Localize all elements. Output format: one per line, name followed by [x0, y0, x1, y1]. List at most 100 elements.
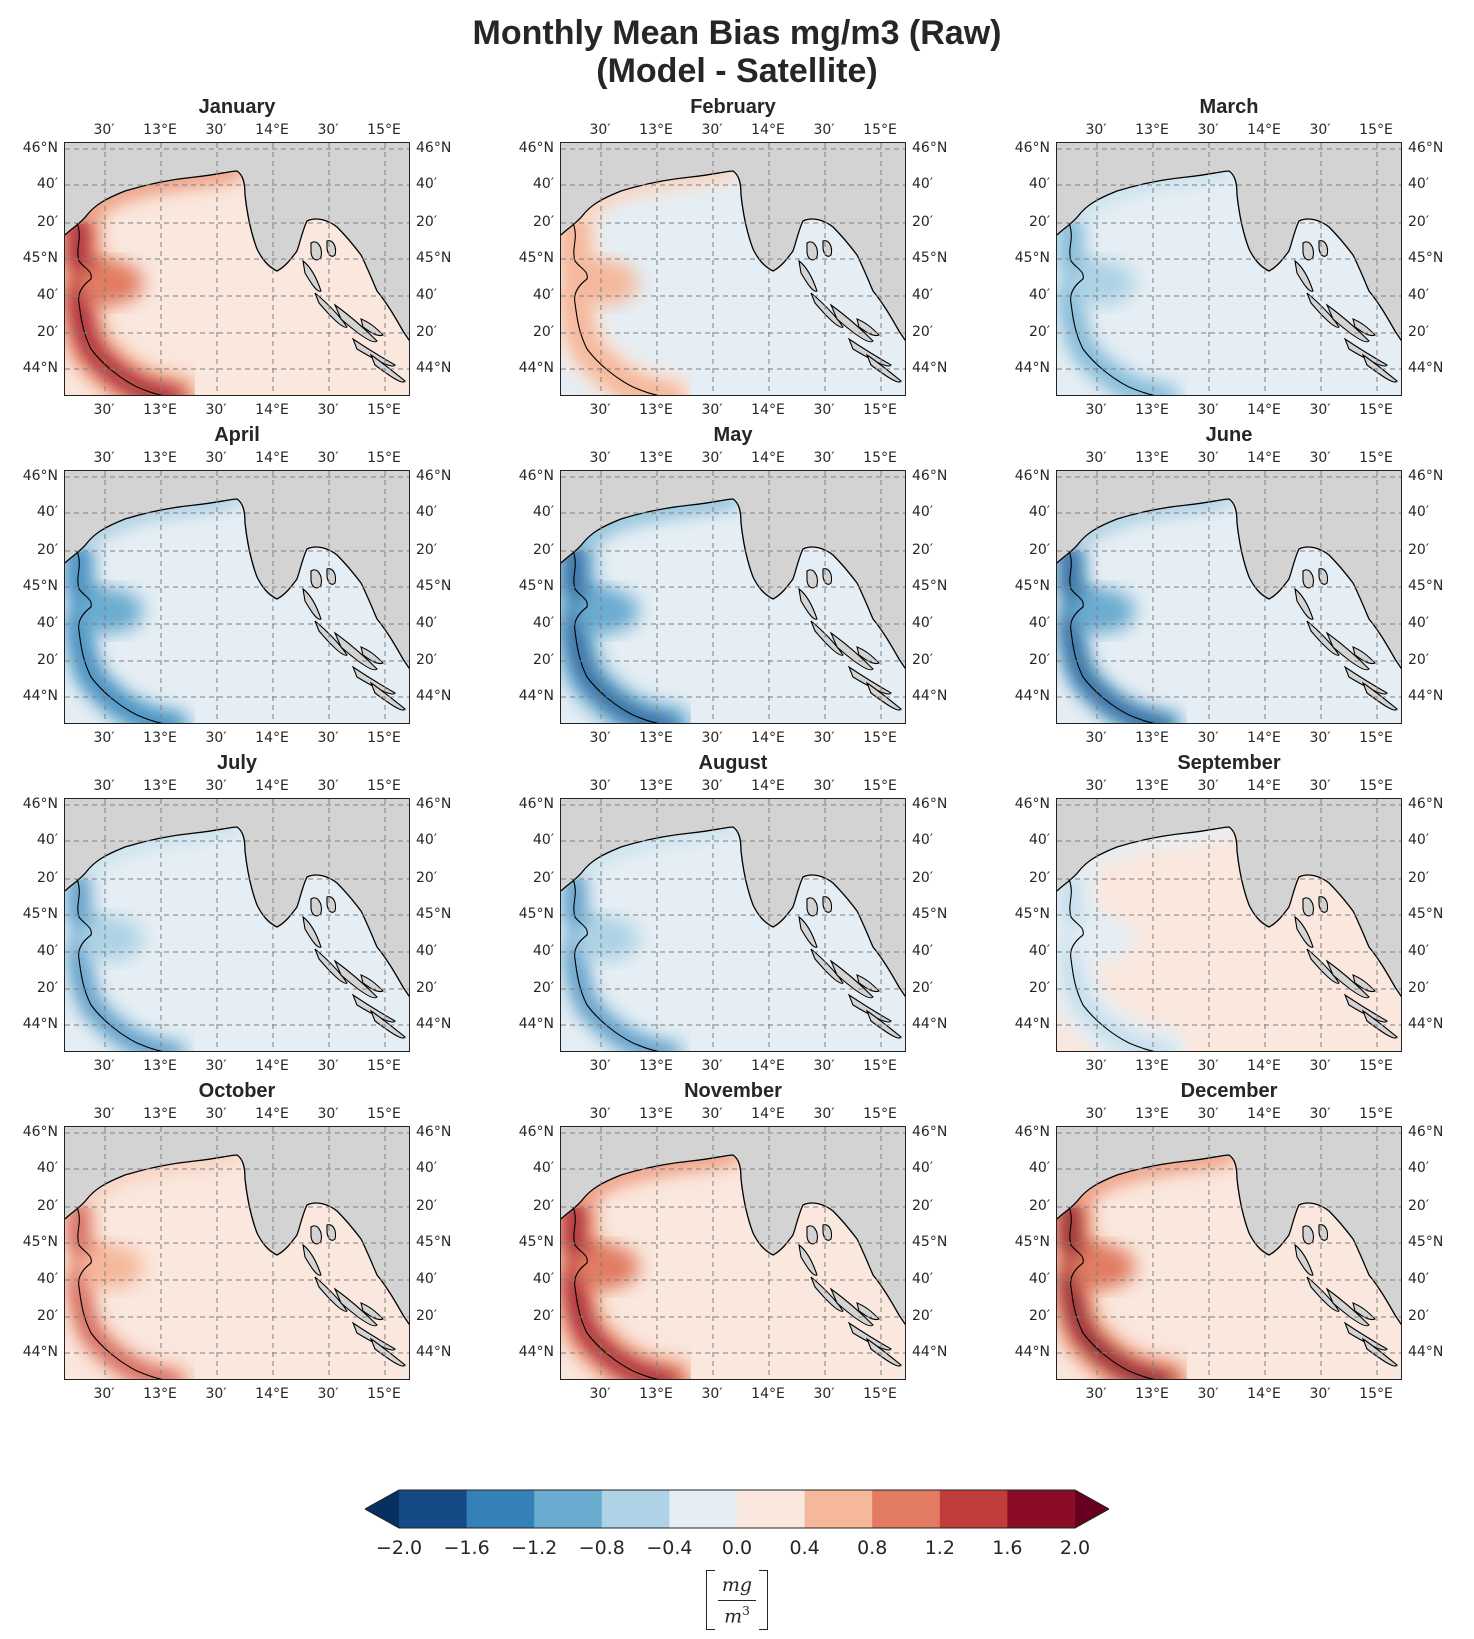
island: [1352, 1302, 1376, 1321]
island: [302, 587, 322, 620]
lat-tick-label-right: 40′: [416, 832, 437, 848]
lon-tick-label-bot: 13°E: [639, 402, 673, 418]
island: [1306, 620, 1340, 656]
offshore-bias-fill: [1057, 1155, 1401, 1379]
coastline: [65, 1154, 409, 1326]
lat-tick-label-left: 20′: [37, 1198, 58, 1214]
bias-map: [1056, 1126, 1402, 1380]
lat-tick-label-right: 45°N: [1408, 578, 1444, 594]
coastline: [65, 170, 409, 342]
island: [810, 948, 844, 984]
lat-tick-label-right: 44°N: [912, 1016, 948, 1032]
lat-tick-label-left: 46°N: [1014, 468, 1050, 484]
island: [806, 897, 818, 917]
lat-tick-label-right: 20′: [416, 1198, 437, 1214]
lon-tick-label-bot: 30′: [1309, 1386, 1331, 1402]
colorbar-tick-label: 2.0: [1059, 1537, 1091, 1559]
lat-tick-label-right: 46°N: [1408, 1124, 1444, 1140]
lat-tick-label-left: 44°N: [22, 1344, 58, 1360]
lon-tick-label-top: 14°E: [751, 1106, 785, 1122]
lon-tick-label-top: 30′: [589, 1106, 611, 1122]
lon-tick-label-bot: 14°E: [1247, 1058, 1281, 1074]
lat-tick-label-left: 20′: [1029, 1308, 1050, 1324]
island: [1352, 974, 1376, 993]
lat-tick-label-right: 20′: [416, 1308, 437, 1324]
lon-tick-label-top: 30′: [317, 450, 339, 466]
offshore-bias-fill: [65, 827, 409, 1051]
island: [314, 292, 348, 328]
panel-title: April: [214, 424, 260, 446]
lat-tick-label-right: 44°N: [416, 688, 452, 704]
island: [798, 259, 818, 292]
lat-tick-label-right: 20′: [416, 214, 437, 230]
lat-tick-label-right: 46°N: [416, 796, 452, 812]
colorbar-extend-low: [365, 1490, 399, 1528]
lat-tick-label-right: 40′: [912, 615, 933, 631]
coastline: [65, 826, 409, 998]
lat-tick-label-left: 40′: [1029, 1271, 1050, 1287]
lat-tick-label-left: 46°N: [518, 468, 554, 484]
lat-tick-label-right: 44°N: [416, 1344, 452, 1360]
lon-tick-label-bot: 30′: [589, 1058, 611, 1074]
coastline: [1057, 826, 1401, 998]
figure-title: Monthly Mean Bias mg/m3 (Raw) (Model - S…: [0, 14, 1474, 90]
lat-tick-label-right: 20′: [416, 870, 437, 886]
lat-tick-label-left: 20′: [1029, 542, 1050, 558]
lon-tick-label-top: 30′: [1085, 450, 1107, 466]
colorbar-segment: [466, 1490, 535, 1528]
po-plume-bias: [1067, 1245, 1135, 1289]
po-plume-bias: [571, 261, 639, 305]
lon-tick-label-top: 14°E: [1247, 1106, 1281, 1122]
lon-tick-label-top: 30′: [1197, 1106, 1219, 1122]
lat-tick-label-right: 46°N: [416, 140, 452, 156]
lon-tick-label-bot: 30′: [205, 1058, 227, 1074]
island: [314, 620, 348, 656]
lon-tick-label-bot: 14°E: [1247, 402, 1281, 418]
lat-tick-label-left: 40′: [533, 1271, 554, 1287]
lat-tick-label-right: 20′: [416, 324, 437, 340]
lon-tick-label-top: 13°E: [143, 450, 177, 466]
bias-map: [560, 1126, 906, 1380]
coastline-west: [1068, 878, 1156, 1051]
map-panel-june: June 30′ 30′ 13°E 13°E 30′ 30′ 14°E 14°E 30′ 30′ 15…: [992, 424, 1452, 746]
lon-tick-label-bot: 30′: [1085, 1386, 1107, 1402]
bias-map: [560, 798, 906, 1052]
lat-tick-label-right: 44°N: [1408, 688, 1444, 704]
lat-tick-label-left: 40′: [1029, 615, 1050, 631]
po-plume-bias: [571, 1245, 639, 1289]
po-plume-bias: [1067, 917, 1135, 961]
lat-tick-label-left: 40′: [37, 832, 58, 848]
lat-tick-label-left: 45°N: [518, 578, 554, 594]
island: [1294, 915, 1314, 948]
offshore-bias-fill: [1057, 827, 1401, 1051]
colorbar: [365, 1488, 1109, 1530]
po-plume-bias: [75, 917, 143, 961]
lat-tick-label-left: 20′: [1029, 324, 1050, 340]
island: [798, 1243, 818, 1276]
coastline: [561, 170, 905, 342]
lat-tick-label-right: 45°N: [416, 1234, 452, 1250]
bias-map-svg: [1057, 471, 1401, 723]
island: [1352, 646, 1376, 665]
lon-tick-label-bot: 14°E: [255, 402, 289, 418]
figure-title-line1: Monthly Mean Bias mg/m3 (Raw): [472, 14, 1002, 52]
lat-tick-label-right: 45°N: [1408, 250, 1444, 266]
coastline-west: [1068, 550, 1156, 723]
lat-tick-label-left: 20′: [1029, 870, 1050, 886]
lat-tick-label-left: 44°N: [518, 1016, 554, 1032]
lat-tick-label-right: 40′: [1408, 1271, 1429, 1287]
lon-tick-label-bot: 14°E: [1247, 730, 1281, 746]
lon-tick-label-top: 15°E: [1359, 450, 1393, 466]
colorbar-tick-label: −1.6: [443, 1537, 490, 1559]
island: [360, 318, 384, 337]
bias-map-svg: [1057, 1127, 1401, 1379]
island: [1352, 318, 1376, 337]
lon-tick-label-top: 15°E: [367, 778, 401, 794]
panel-title: October: [198, 1080, 276, 1102]
bias-map-svg: [1057, 143, 1401, 395]
lat-tick-label-left: 46°N: [22, 468, 58, 484]
lon-tick-label-top: 30′: [701, 1106, 723, 1122]
lon-tick-label-top: 30′: [701, 778, 723, 794]
lat-tick-label-right: 44°N: [1408, 360, 1444, 376]
lat-tick-label-left: 45°N: [1014, 578, 1050, 594]
